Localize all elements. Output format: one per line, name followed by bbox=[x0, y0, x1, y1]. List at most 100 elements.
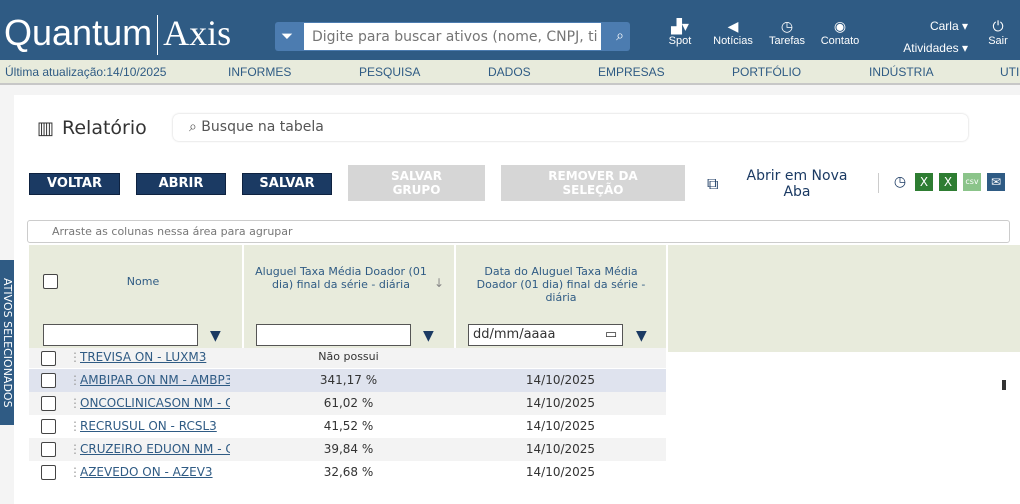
row-checkbox[interactable] bbox=[41, 465, 56, 480]
aluguel-date: 14/10/2025 bbox=[525, 442, 596, 456]
logout-button[interactable]: ⏻ Sair bbox=[980, 18, 1016, 48]
aluguel-date: 14/10/2025 bbox=[525, 373, 596, 387]
menu-dados[interactable]: DADOS bbox=[488, 65, 531, 79]
salvar-grupo-button[interactable]: SALVAR GRUPO bbox=[348, 165, 485, 201]
logo[interactable]: Quantum Axis bbox=[4, 12, 231, 56]
spot-button[interactable]: ▟▾ Spot bbox=[660, 18, 700, 48]
column-aluguel[interactable]: Aluguel Taxa Média Doador (01 dia) final… bbox=[244, 245, 454, 320]
megaphone-icon: ◀ bbox=[727, 18, 739, 34]
alarm-icon: ◷ bbox=[780, 18, 794, 34]
noticias-label: Notícias bbox=[713, 35, 753, 47]
table-search-input[interactable]: ⌕ Busque na tabela bbox=[173, 114, 968, 141]
row-menu-icon[interactable]: ⋮ bbox=[69, 419, 81, 433]
logo-text: Quantum bbox=[4, 12, 153, 53]
asset-link[interactable]: RECRUSUL ON - RCSL3 bbox=[80, 419, 217, 433]
user-name: Carla bbox=[929, 19, 959, 33]
table-row[interactable]: ⋮ AMBIPAR ON NM - AMBP3 341,17 % 14/10/2025 bbox=[29, 369, 666, 392]
table-row[interactable]: ⋮ONCOCLINICASON NM - ONCO3 61,02 % 14/10/2… bbox=[29, 392, 666, 415]
filter-icon[interactable]: ▼ bbox=[423, 328, 434, 344]
email-icon[interactable]: ✉ bbox=[987, 173, 1005, 191]
nome-filter-input[interactable] bbox=[43, 324, 198, 346]
table-row[interactable]: ⋮ AZEVEDO ON - AZEV3 32,68 % 14/10/2025 bbox=[29, 461, 666, 484]
salvar-button[interactable]: SALVAR bbox=[242, 173, 332, 195]
aluguel-date: 14/10/2025 bbox=[525, 396, 596, 410]
power-icon: ⏻ bbox=[992, 18, 1004, 34]
new-window-icon: ⧉ bbox=[707, 174, 719, 193]
row-menu-icon[interactable]: ⋮ bbox=[69, 350, 81, 364]
menu-portfolio[interactable]: PORTFÓLIO bbox=[732, 65, 802, 79]
search-icon[interactable]: ⌕ bbox=[616, 28, 624, 44]
activities-menu[interactable]: Atividades ▾ bbox=[903, 41, 968, 55]
column-aluguel-label: Aluguel Taxa Média Doador (01 dia) final… bbox=[255, 265, 427, 291]
csv-icon[interactable]: csv bbox=[963, 173, 981, 191]
global-search-input[interactable] bbox=[304, 23, 601, 50]
asset-link[interactable]: CRUZEIRO EDUON NM - CSED3 bbox=[80, 442, 230, 456]
open-new-tab-button[interactable]: ⧉ Abrir em Nova Aba bbox=[707, 166, 857, 202]
menu-pesquisa[interactable]: PESQUISA bbox=[359, 65, 421, 79]
asset-link[interactable]: ONCOCLINICASON NM - ONCO3 bbox=[80, 396, 230, 410]
date-placeholder: dd/mm/aaaa bbox=[473, 327, 556, 342]
table-row[interactable]: ⋮CRUZEIRO EDUON NM - CSED3 39,84 % 14/10/2… bbox=[29, 438, 666, 461]
aluguel-filter-input[interactable] bbox=[256, 324, 411, 346]
user-menu[interactable]: Carla ▾ bbox=[929, 19, 968, 33]
row-checkbox[interactable] bbox=[41, 351, 56, 366]
column-nome-label: Nome bbox=[126, 275, 160, 288]
activities-label: Atividades bbox=[903, 41, 959, 55]
aluguel-value: 32,68 % bbox=[323, 465, 374, 479]
tarefas-button[interactable]: ◷ Tarefas bbox=[764, 18, 810, 48]
aluguel-value: 39,84 % bbox=[323, 442, 374, 456]
filter-icon[interactable]: ▼ bbox=[636, 328, 647, 344]
search-icon: ⌕ bbox=[189, 119, 202, 135]
column-data[interactable]: Data do Aluguel Taxa Média Doador (01 di… bbox=[456, 245, 666, 320]
logout-label: Sair bbox=[988, 35, 1008, 47]
global-search: ⏷ ⌕ bbox=[275, 22, 630, 51]
aluguel-value: Não possui bbox=[318, 350, 379, 363]
page-title-text: Relatório bbox=[62, 117, 147, 139]
calendar-icon[interactable]: ▭ bbox=[604, 327, 618, 342]
asset-link[interactable]: TREVISA ON - LUXM3 bbox=[80, 350, 207, 364]
menu-utilidades[interactable]: UTI bbox=[1000, 65, 1020, 79]
aluguel-date: 14/10/2025 bbox=[525, 419, 596, 433]
export-icons: ◷ X X csv ✉ bbox=[878, 173, 1005, 193]
noticias-button[interactable]: ◀ Notícias bbox=[708, 18, 758, 48]
selected-assets-tab[interactable]: ATIVOS SELECIONADOS bbox=[0, 260, 14, 425]
row-checkbox[interactable] bbox=[41, 396, 56, 411]
excel-icon[interactable]: X bbox=[939, 173, 957, 191]
remover-selecao-button[interactable]: REMOVER DA SELEÇÃO bbox=[501, 165, 685, 201]
aluguel-value: 341,17 % bbox=[319, 373, 378, 387]
spot-label: Spot bbox=[668, 35, 692, 47]
asset-link[interactable]: AMBIPAR ON NM - AMBP3 bbox=[80, 373, 230, 387]
column-divider bbox=[666, 245, 668, 352]
menu-industria[interactable]: INDÚSTRIA bbox=[869, 65, 934, 79]
row-checkbox[interactable] bbox=[41, 419, 56, 434]
group-drop-area[interactable]: Arraste as colunas nessa área para agrup… bbox=[27, 220, 1010, 243]
table-row[interactable]: ⋮ RECRUSUL ON - RCSL3 41,52 % 14/10/2025 bbox=[29, 415, 666, 438]
alarm-icon[interactable]: ◷ bbox=[893, 174, 907, 190]
abrir-button[interactable]: ABRIR bbox=[136, 173, 226, 195]
excel-grouped-icon[interactable]: X bbox=[915, 173, 933, 191]
contato-label: Contato bbox=[820, 35, 860, 47]
row-menu-icon[interactable]: ⋮ bbox=[69, 373, 81, 387]
sort-desc-icon[interactable]: ↓ bbox=[433, 276, 445, 290]
data-filter-input[interactable]: dd/mm/aaaa ▭ bbox=[468, 324, 623, 346]
column-data-label: Data do Aluguel Taxa Média Doador (01 di… bbox=[476, 265, 646, 304]
last-update: Última atualização:14/10/2025 bbox=[5, 65, 167, 79]
table-row[interactable]: ⋮ TREVISA ON - LUXM3 Não possui bbox=[29, 348, 666, 368]
contato-button[interactable]: ◉ Contato bbox=[816, 18, 864, 48]
menu-informes[interactable]: INFORMES bbox=[228, 65, 292, 79]
chart-icon: ▟▾ bbox=[671, 18, 689, 34]
column-nome[interactable]: Nome bbox=[70, 245, 216, 320]
asset-link[interactable]: AZEVEDO ON - AZEV3 bbox=[80, 465, 213, 479]
menu-empresas[interactable]: EMPRESAS bbox=[598, 65, 665, 79]
filter-icon[interactable]: ▼ bbox=[210, 328, 221, 344]
filter-icon[interactable]: ⏷ bbox=[281, 27, 294, 45]
row-checkbox[interactable] bbox=[41, 442, 56, 457]
select-all-checkbox[interactable] bbox=[43, 274, 58, 289]
voltar-button[interactable]: VOLTAR bbox=[29, 173, 120, 195]
row-checkbox[interactable] bbox=[41, 373, 56, 388]
row-menu-icon[interactable]: ⋮ bbox=[69, 442, 81, 456]
row-menu-icon[interactable]: ⋮ bbox=[69, 396, 81, 410]
scrollbar[interactable] bbox=[1002, 380, 1006, 390]
row-menu-icon[interactable]: ⋮ bbox=[69, 465, 81, 479]
